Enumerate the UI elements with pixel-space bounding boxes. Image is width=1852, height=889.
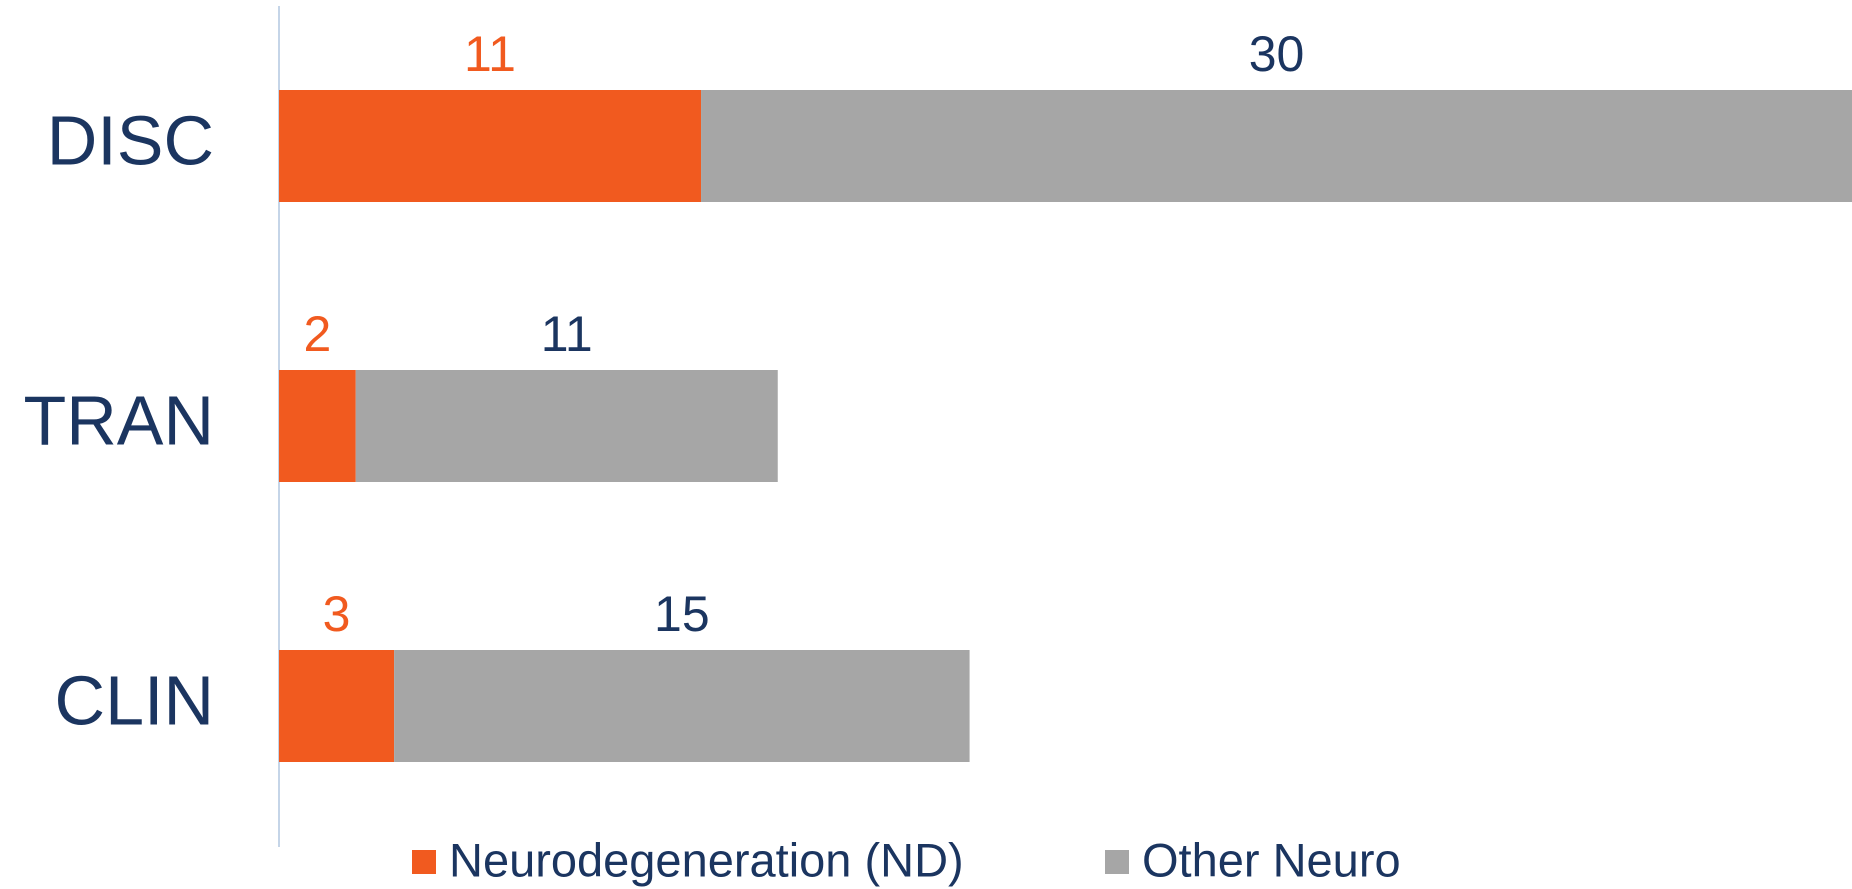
- value-label: 30: [1249, 26, 1305, 82]
- value-label: 2: [303, 306, 331, 362]
- value-label: 3: [323, 586, 351, 642]
- legend-swatch: [412, 850, 436, 874]
- bar-segment: [279, 650, 395, 762]
- legend-label: Neurodegeneration (ND): [449, 833, 964, 886]
- value-label: 11: [464, 26, 516, 82]
- category-label: CLIN: [55, 661, 214, 739]
- legend-swatch: [1105, 850, 1129, 874]
- value-label: 15: [654, 586, 710, 642]
- category-label: DISC: [47, 101, 214, 179]
- bar-segment: [279, 90, 702, 202]
- bar-segment: [355, 370, 778, 482]
- bar-segment: [279, 370, 356, 482]
- bar-segment: [701, 90, 1852, 202]
- value-label: 11: [541, 306, 593, 362]
- legend-label: Other Neuro: [1142, 833, 1401, 886]
- bar-segment: [394, 650, 970, 762]
- category-label: TRAN: [23, 381, 214, 459]
